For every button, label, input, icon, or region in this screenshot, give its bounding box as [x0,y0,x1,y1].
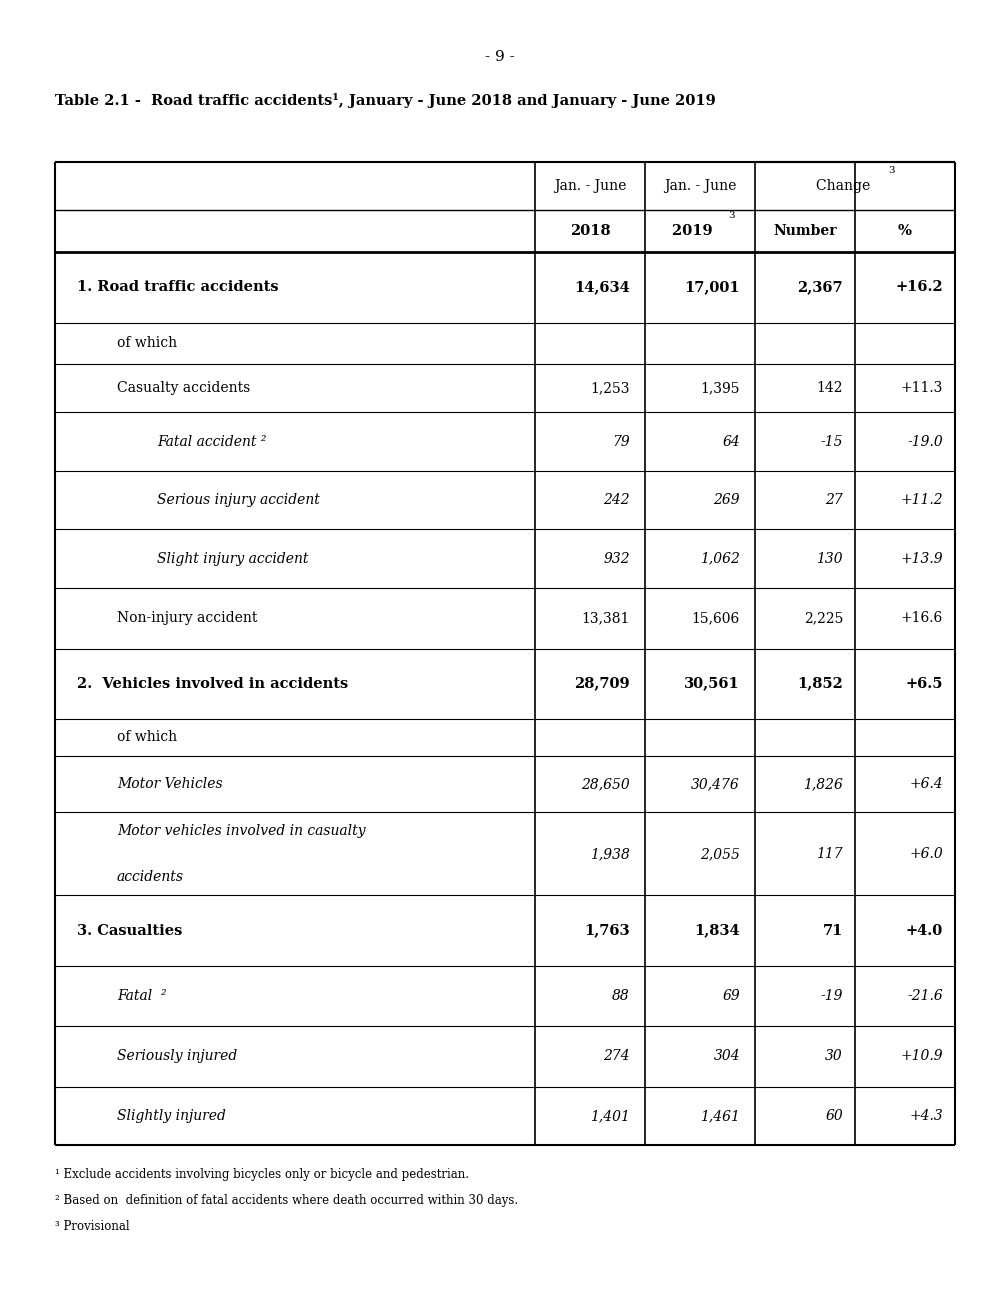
Text: -15: -15 [820,435,843,449]
Text: 13,381: 13,381 [582,611,630,625]
Text: 117: 117 [816,846,843,861]
Text: Slightly injured: Slightly injured [117,1109,226,1123]
Text: 2019: 2019 [672,224,718,238]
Text: 27: 27 [825,493,843,507]
Text: Motor Vehicles: Motor Vehicles [117,778,223,791]
Text: 69: 69 [722,989,740,1003]
Text: Jan. - June: Jan. - June [554,179,626,193]
Text: 88: 88 [612,989,630,1003]
Text: 1,395: 1,395 [700,380,740,395]
Text: Non-injury accident: Non-injury accident [117,611,257,625]
Text: 28,709: 28,709 [574,677,630,691]
Text: 2,367: 2,367 [797,281,843,295]
Text: 17,001: 17,001 [684,281,740,295]
Text: 269: 269 [713,493,740,507]
Text: +4.3: +4.3 [909,1109,943,1123]
Text: Fatal accident ²: Fatal accident ² [157,435,266,449]
Text: 60: 60 [825,1109,843,1123]
Text: +6.5: +6.5 [906,677,943,691]
Text: -21.6: -21.6 [907,989,943,1003]
Text: 3: 3 [888,166,895,175]
Text: 932: 932 [603,551,630,565]
Text: 2,225: 2,225 [804,611,843,625]
Text: +13.9: +13.9 [900,551,943,565]
Text: 274: 274 [603,1049,630,1064]
Text: 130: 130 [816,551,843,565]
Text: 30: 30 [825,1049,843,1064]
Text: 2,055: 2,055 [700,846,740,861]
Text: 14,634: 14,634 [574,281,630,295]
Text: 142: 142 [816,380,843,395]
Text: of which: of which [117,730,177,744]
Text: ³ Provisional: ³ Provisional [55,1220,130,1233]
Text: ² Based on  definition of fatal accidents where death occurred within 30 days.: ² Based on definition of fatal accidents… [55,1194,518,1207]
Text: Serious injury accident: Serious injury accident [157,493,320,507]
Text: of which: of which [117,336,177,351]
Text: +16.6: +16.6 [901,611,943,625]
Text: 1,763: 1,763 [584,924,630,938]
Text: 1,062: 1,062 [700,551,740,565]
Text: - 9 -: - 9 - [485,50,515,63]
Text: 1. Road traffic accidents: 1. Road traffic accidents [77,281,279,295]
Text: 64: 64 [722,435,740,449]
Text: +10.9: +10.9 [900,1049,943,1064]
Text: Motor vehicles involved in casualty: Motor vehicles involved in casualty [117,824,366,837]
Text: 30,476: 30,476 [691,778,740,791]
Text: 304: 304 [713,1049,740,1064]
Text: Change: Change [816,179,874,193]
Text: 71: 71 [823,924,843,938]
Text: +11.2: +11.2 [900,493,943,507]
Text: 79: 79 [612,435,630,449]
Text: Number: Number [773,224,837,238]
Text: 2.  Vehicles involved in accidents: 2. Vehicles involved in accidents [77,677,348,691]
Text: 3. Casualties: 3. Casualties [77,924,182,938]
Text: 1,834: 1,834 [694,924,740,938]
Text: 1,938: 1,938 [590,846,630,861]
Text: accidents: accidents [117,870,184,884]
Text: 30,561: 30,561 [684,677,740,691]
Text: +16.2: +16.2 [895,281,943,295]
Text: Fatal  ²: Fatal ² [117,989,167,1003]
Text: Table 2.1 -  Road traffic accidents¹, January - June 2018 and January - June 201: Table 2.1 - Road traffic accidents¹, Jan… [55,93,716,109]
Text: 3: 3 [728,211,735,220]
Text: 242: 242 [603,493,630,507]
Text: ¹ Exclude accidents involving bicycles only or bicycle and pedestrian.: ¹ Exclude accidents involving bicycles o… [55,1168,469,1181]
Text: 1,826: 1,826 [803,778,843,791]
Text: 15,606: 15,606 [692,611,740,625]
Text: 1,253: 1,253 [590,380,630,395]
Text: +6.0: +6.0 [909,846,943,861]
Text: Casualty accidents: Casualty accidents [117,380,250,395]
Text: 1,852: 1,852 [797,677,843,691]
Text: %: % [898,224,912,238]
Text: Jan. - June: Jan. - June [664,179,736,193]
Text: +4.0: +4.0 [906,924,943,938]
Text: +11.3: +11.3 [901,380,943,395]
Text: +6.4: +6.4 [909,778,943,791]
Text: 1,461: 1,461 [700,1109,740,1123]
Text: -19.0: -19.0 [907,435,943,449]
Text: Seriously injured: Seriously injured [117,1049,237,1064]
Text: -19: -19 [820,989,843,1003]
Text: 2018: 2018 [570,224,610,238]
Text: Slight injury accident: Slight injury accident [157,551,308,565]
Text: 1,401: 1,401 [590,1109,630,1123]
Text: 28,650: 28,650 [581,778,630,791]
